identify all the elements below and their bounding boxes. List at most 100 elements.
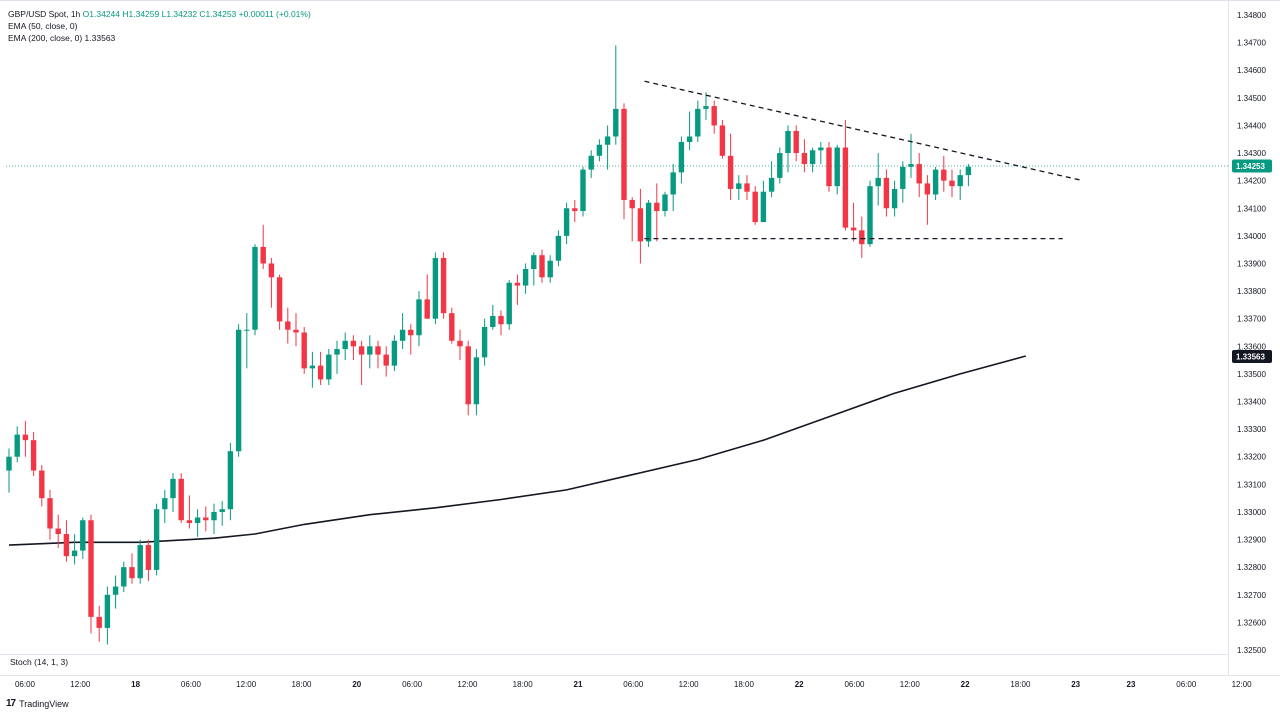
x-tick-label: 18:00 xyxy=(734,680,755,689)
candle-body xyxy=(71,550,78,557)
candle-body xyxy=(875,177,881,187)
y-tick-label: 1.33700 xyxy=(1237,315,1266,324)
x-tick-label: 18:00 xyxy=(1010,680,1031,689)
candle-body xyxy=(309,365,316,369)
candle-body xyxy=(793,130,799,154)
y-tick-label: 1.34800 xyxy=(1237,11,1266,20)
candle-body xyxy=(490,315,496,327)
ema200-line xyxy=(8,355,1027,546)
y-tick-label: 1.34200 xyxy=(1237,177,1266,186)
x-tick-label: 12:00 xyxy=(679,680,700,689)
candle-body xyxy=(916,164,922,184)
x-tick-label: 12:00 xyxy=(900,680,921,689)
candle-body xyxy=(137,545,143,579)
candle-body xyxy=(883,177,890,209)
x-tick-label: 23 xyxy=(1071,680,1080,689)
candle-body xyxy=(399,329,406,341)
candle-body xyxy=(629,199,635,209)
candle-body xyxy=(891,188,898,209)
candle-body xyxy=(170,478,176,499)
candle-body xyxy=(203,517,209,521)
x-tick-label: 21 xyxy=(574,680,583,689)
x-tick-label: 12:00 xyxy=(236,680,257,689)
y-tick-label: 1.32800 xyxy=(1237,563,1266,572)
y-tick-label: 1.33300 xyxy=(1237,425,1266,434)
candle-body xyxy=(514,282,521,286)
x-tick-label: 06:00 xyxy=(623,680,644,689)
x-tick-label: 12:00 xyxy=(70,680,91,689)
candle-body xyxy=(334,349,340,355)
candle-body xyxy=(244,329,250,331)
x-tick-label: 22 xyxy=(961,680,970,689)
y-tick-label: 1.33500 xyxy=(1237,370,1266,379)
candle-body xyxy=(481,326,488,358)
y-tick-label: 1.32500 xyxy=(1237,646,1266,655)
candle-body xyxy=(580,169,586,212)
candle-body xyxy=(818,147,824,151)
x-tick-label: 12:00 xyxy=(457,680,478,689)
candle-body xyxy=(941,169,947,181)
candle-body xyxy=(260,246,266,264)
candle-body xyxy=(432,257,439,319)
y-tick-label: 1.33900 xyxy=(1237,259,1266,268)
candle-body xyxy=(293,329,299,333)
candle-body xyxy=(342,340,348,350)
candle-body xyxy=(96,616,102,628)
candle-body xyxy=(55,528,61,535)
candle-body xyxy=(6,456,12,471)
candle-body xyxy=(88,520,94,617)
candle-body xyxy=(178,478,184,521)
candle-body xyxy=(539,255,545,278)
candle-body xyxy=(547,260,553,278)
candle-body xyxy=(121,567,127,587)
candle-body xyxy=(744,183,750,192)
candle-body xyxy=(801,153,808,165)
candle-body xyxy=(358,346,365,355)
symbol-label: GBP/USD Spot, 1h xyxy=(8,9,81,19)
x-tick-label: 23 xyxy=(1127,680,1136,689)
ema200-badge xyxy=(1232,350,1272,364)
candle-body xyxy=(449,313,455,341)
descending-trendline xyxy=(644,80,1084,182)
candle-body xyxy=(145,545,152,570)
candle-body xyxy=(375,346,381,355)
x-tick-label: 06:00 xyxy=(181,680,202,689)
tradingview-branding[interactable]: 17 TradingView xyxy=(6,698,69,709)
candle-body xyxy=(596,144,603,156)
last-price-badge-label: 1.34253 xyxy=(1236,162,1265,171)
candle-body xyxy=(826,147,832,187)
candle-body xyxy=(63,534,70,557)
candle-body xyxy=(317,365,324,380)
candle-body xyxy=(112,586,119,595)
y-tick-label: 1.34400 xyxy=(1237,121,1266,130)
candle-body xyxy=(522,269,529,286)
x-tick-label: 18:00 xyxy=(513,680,534,689)
candle-body xyxy=(408,329,414,336)
candle-body xyxy=(949,180,955,187)
candle-body xyxy=(924,183,931,195)
y-tick-label: 1.32700 xyxy=(1237,591,1266,600)
candle-body xyxy=(416,299,422,336)
candle-body xyxy=(268,263,275,278)
candle-body xyxy=(760,191,767,223)
candle-body xyxy=(588,155,594,170)
x-tick-label: 06:00 xyxy=(844,680,865,689)
candle-body xyxy=(900,166,906,189)
y-tick-label: 1.34300 xyxy=(1237,149,1266,158)
ema50-label: EMA (50, close, 0) xyxy=(8,21,78,31)
candle-body xyxy=(654,202,660,212)
candle-body xyxy=(834,147,840,187)
candle-body xyxy=(957,175,963,187)
candle-body xyxy=(39,470,45,499)
candle-body xyxy=(153,509,160,570)
y-tick-label: 1.33200 xyxy=(1237,453,1266,462)
candle-body xyxy=(908,164,914,167)
y-tick-label: 1.32900 xyxy=(1237,536,1266,545)
x-tick-label: 12:00 xyxy=(1232,680,1253,689)
x-tick-label: 20 xyxy=(352,680,361,689)
y-tick-label: 1.34600 xyxy=(1237,66,1266,75)
candle-body xyxy=(424,299,430,319)
y-tick-label: 1.33000 xyxy=(1237,508,1266,517)
y-tick-label: 1.34500 xyxy=(1237,94,1266,103)
